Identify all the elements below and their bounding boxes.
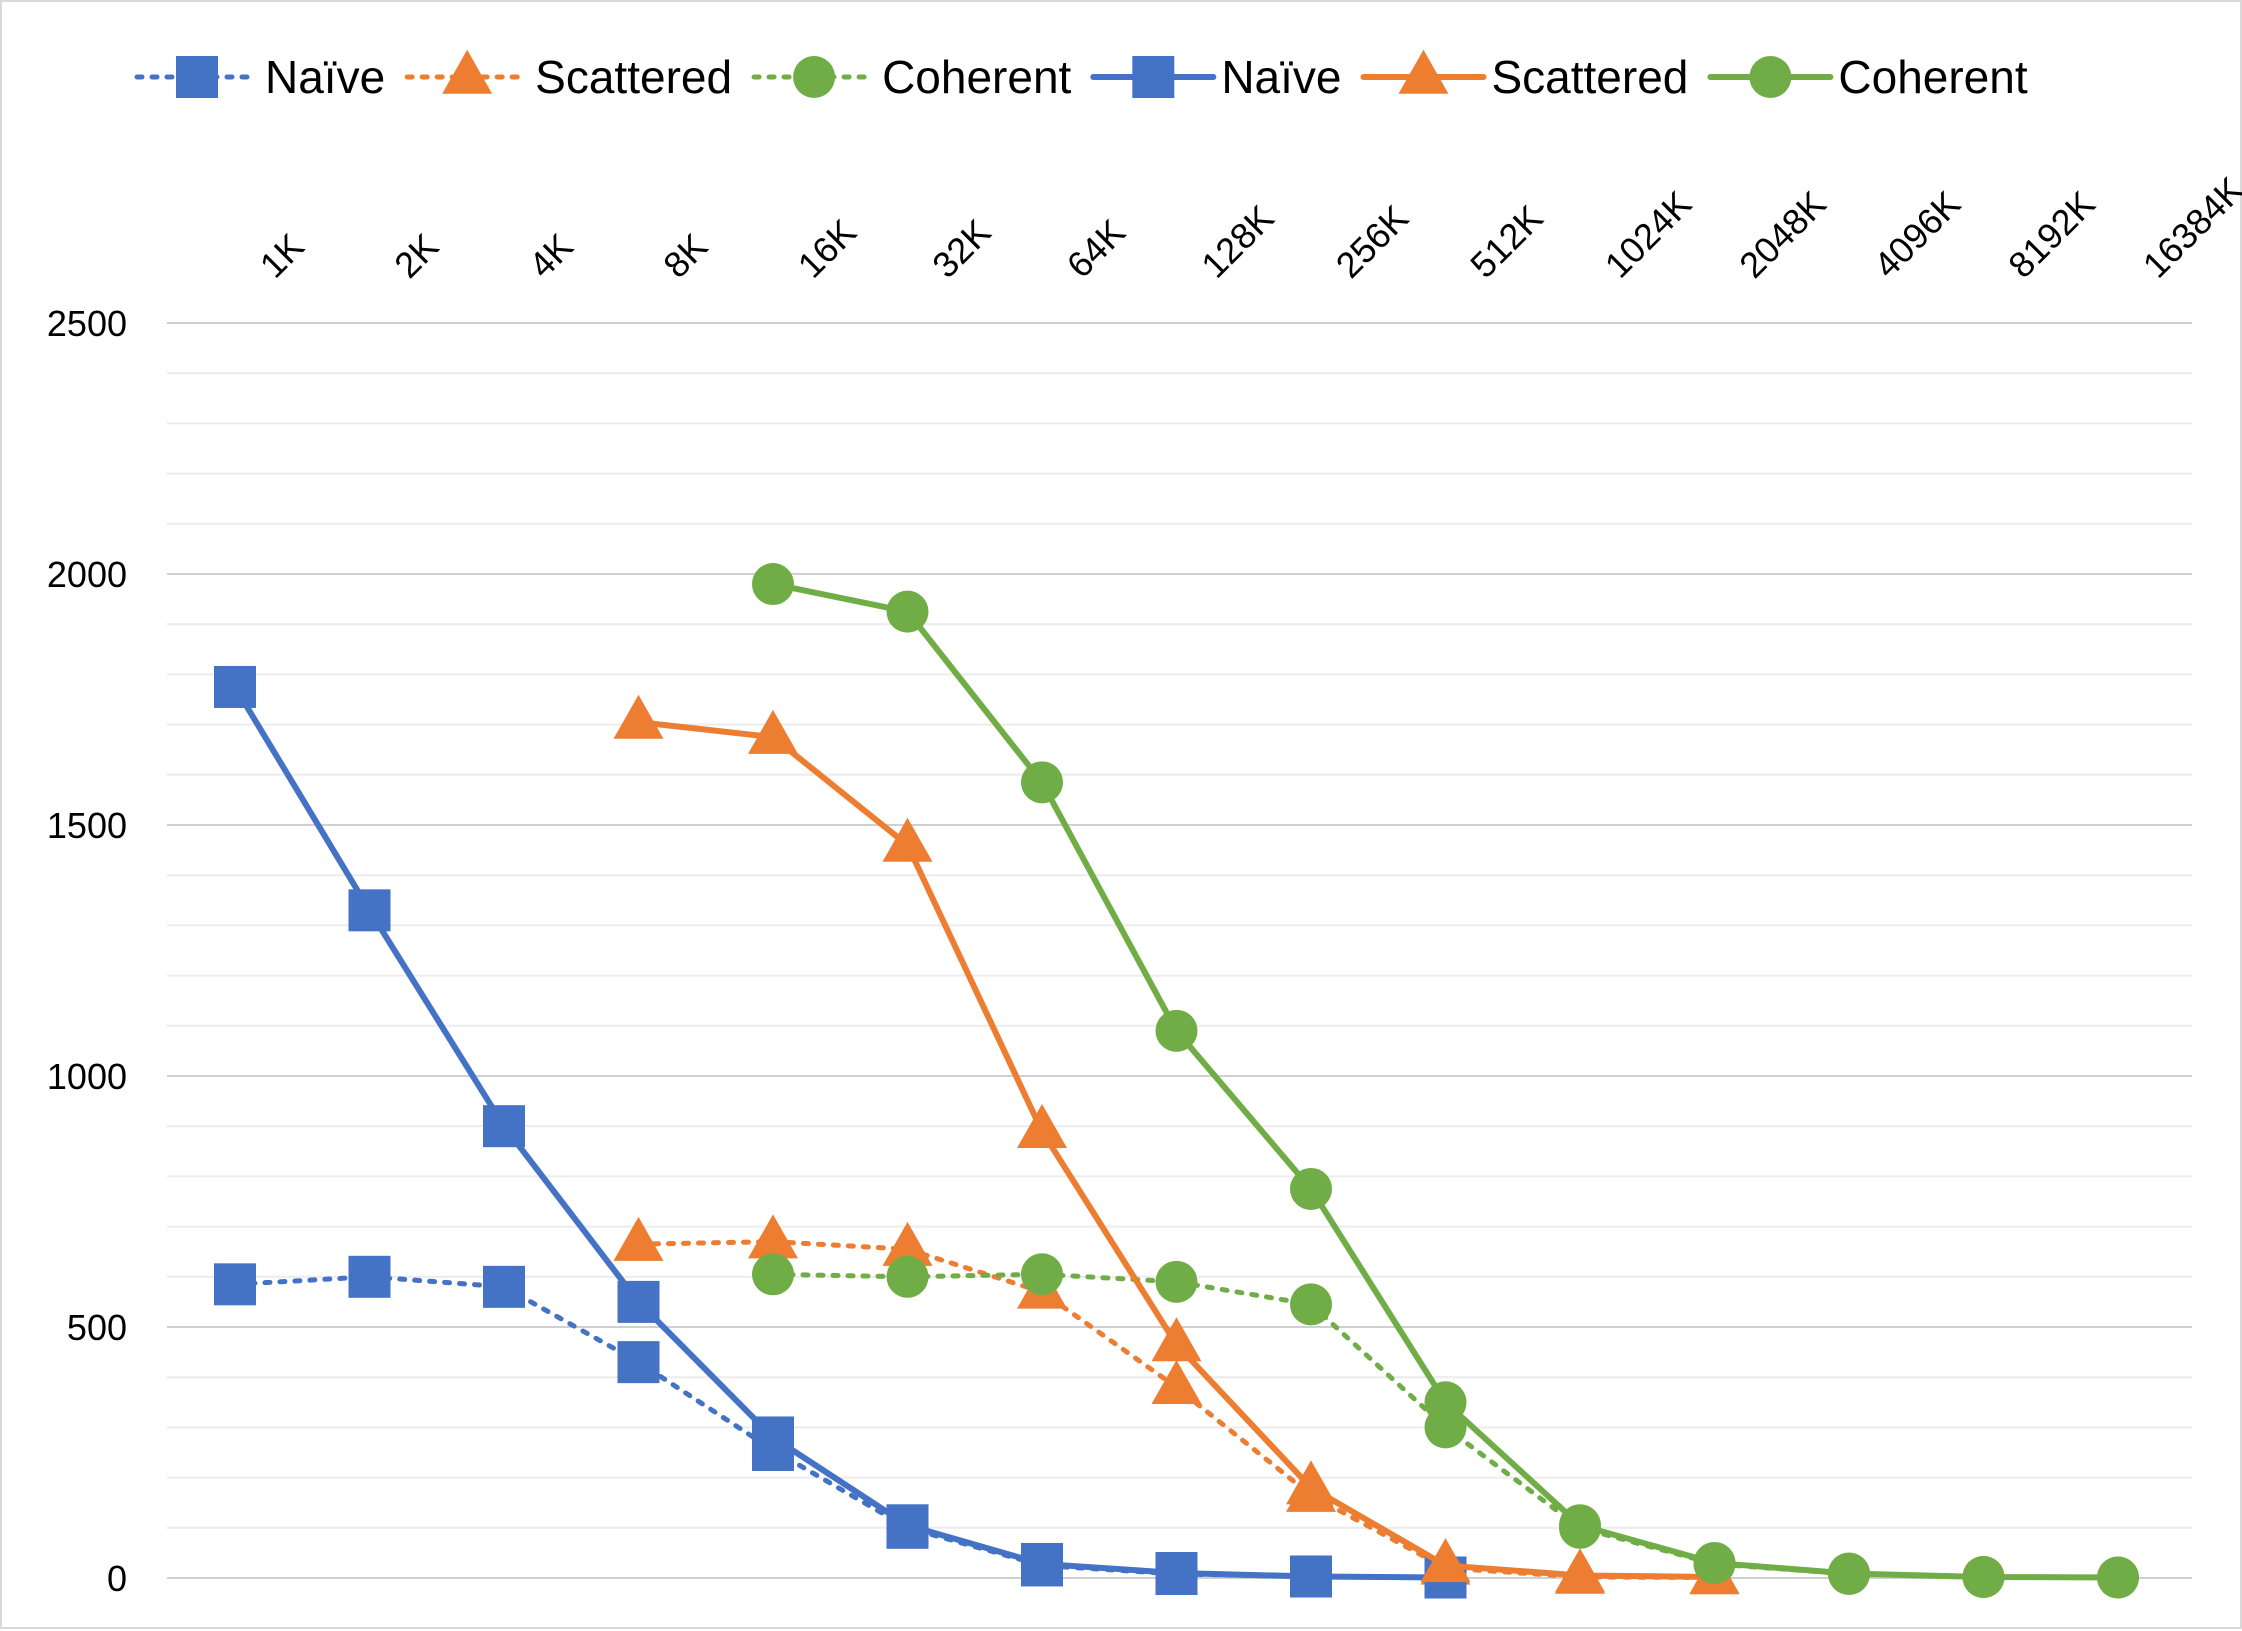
data-point: [214, 665, 256, 708]
data-point: [748, 1214, 798, 1259]
legend-label: Coherent: [882, 51, 1071, 103]
x-axis: 1K 2K 4K 8K 16K 32K 64K 128K 256K 512K 1024K 2048K 4…: [252, 169, 2242, 286]
legend-marker: [1132, 56, 1175, 98]
x-tick-label: 16K: [790, 211, 864, 285]
data-point: [617, 1341, 660, 1384]
legend: Naïve Scattered Coherent Naïve Scattered Cohe…: [134, 49, 2028, 103]
legend-label: Scattered: [1491, 51, 1688, 103]
data-point: [1155, 1260, 1198, 1303]
series-solid-coherent: [752, 563, 2139, 1599]
x-tick-label: 32K: [924, 211, 998, 285]
legend-item: Scattered: [1360, 49, 1688, 103]
y-tick-label: 0: [107, 1558, 127, 1599]
data-point: [1155, 1551, 1198, 1594]
data-point: [1420, 1538, 1471, 1583]
y-tick-label: 2500: [47, 303, 127, 344]
data-point: [1017, 1103, 1067, 1148]
data-point: [1290, 1167, 1332, 1210]
y-tick-label: 2000: [47, 554, 127, 595]
series-line: [635, 719, 1718, 1580]
data-point: [1151, 1317, 1202, 1362]
x-tick-label: 2K: [386, 226, 446, 286]
data-point: [1155, 1009, 1198, 1052]
data-point: [1424, 1381, 1467, 1424]
x-tick-label: 4096K: [1866, 183, 1969, 286]
y-tick-label: 1500: [47, 805, 127, 846]
data-point: [483, 1265, 525, 1308]
data-point: [1828, 1552, 1870, 1595]
x-tick-label: 64K: [1059, 211, 1133, 285]
data-point: [348, 1255, 391, 1298]
legend-item: Coherent: [751, 51, 1072, 103]
data-point: [1693, 1541, 1736, 1584]
y-tick-label: 500: [67, 1307, 127, 1348]
data-point: [1290, 1555, 1332, 1598]
x-tick-label: 128K: [1193, 197, 1281, 285]
x-tick-label: 1024K: [1597, 183, 1700, 286]
data-point: [1021, 1542, 1063, 1585]
data-point: [214, 1263, 256, 1306]
x-tick-label: 512K: [1462, 197, 1550, 285]
data-point: [1290, 1283, 1332, 1326]
data-point: [1559, 1504, 1601, 1547]
x-tick-label: 8192K: [2000, 183, 2103, 286]
series-solid-scattered: [613, 694, 1740, 1594]
x-tick-label: 2048K: [1731, 183, 1834, 286]
legend-item: Naïve: [1090, 51, 1341, 103]
x-tick-label: 8K: [655, 226, 715, 286]
data-point: [882, 1221, 933, 1266]
data-point: [1021, 761, 1063, 804]
legend-marker: [176, 56, 218, 98]
data-point: [1021, 1253, 1063, 1296]
legend-item: Naïve: [134, 51, 385, 103]
data-point: [1151, 1359, 1202, 1404]
data-point: [752, 563, 794, 606]
legend-marker: [1398, 49, 1449, 94]
data-point: [1286, 1460, 1336, 1505]
data-point: [748, 709, 798, 754]
legend-marker: [1749, 56, 1792, 98]
data-point: [2097, 1556, 2139, 1599]
data-point: [886, 590, 929, 633]
legend-label: Scattered: [535, 51, 732, 103]
data-point: [483, 1105, 525, 1148]
y-tick-label: 1000: [47, 1056, 127, 1097]
series-line: [232, 683, 1449, 1581]
data-point: [617, 1280, 660, 1323]
x-tick-label: 256K: [1328, 197, 1416, 285]
data-point: [886, 1504, 929, 1547]
legend-label: Naïve: [1221, 51, 1341, 103]
gridlines: [167, 322, 2192, 1579]
y-axis: 0 500 1000 1500 2000 2500: [47, 303, 127, 1599]
x-tick-label: 4K: [521, 226, 581, 286]
data-point: [1962, 1555, 2005, 1598]
legend-item: Scattered: [404, 49, 732, 103]
legend-label: Coherent: [1838, 51, 2027, 103]
data-point: [752, 1416, 794, 1459]
data-point: [348, 889, 391, 932]
data-point: [1555, 1548, 1605, 1593]
legend-item: Coherent: [1707, 51, 2028, 103]
x-tick-label: 1K: [252, 226, 312, 286]
series-solid-nave: [214, 665, 1467, 1599]
data-point: [886, 1255, 929, 1298]
data-point: [882, 817, 933, 862]
data-point: [752, 1253, 794, 1296]
legend-label: Naïve: [265, 51, 385, 103]
legend-marker: [442, 49, 493, 94]
data-point: [613, 694, 664, 739]
data-point: [613, 1216, 664, 1261]
legend-marker: [793, 56, 836, 98]
series: [214, 563, 2139, 1599]
x-tick-label: 16384K: [2135, 169, 2242, 286]
